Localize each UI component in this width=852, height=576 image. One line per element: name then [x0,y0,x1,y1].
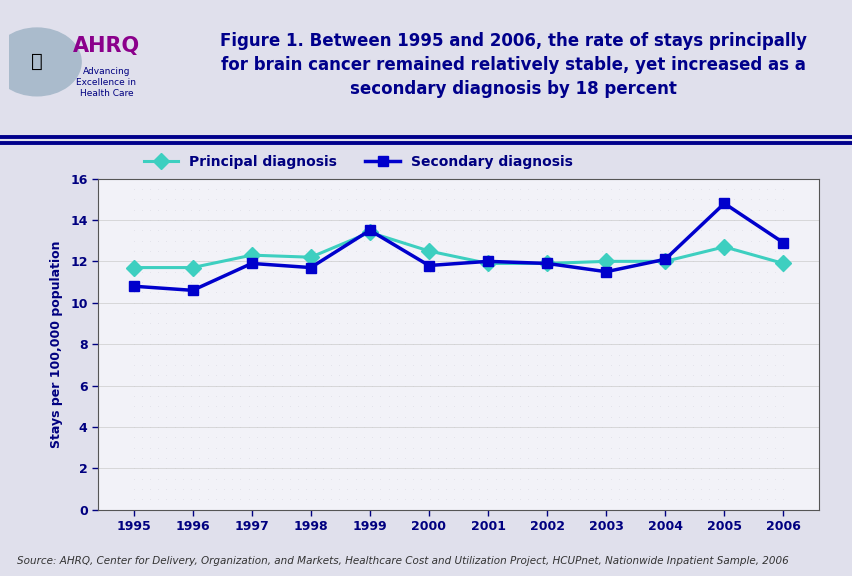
Y-axis label: Stays per 100,000 population: Stays per 100,000 population [50,240,63,448]
Text: Figure 1. Between 1995 and 2006, the rate of stays principally
for brain cancer : Figure 1. Between 1995 and 2006, the rat… [220,32,807,97]
Legend: Principal diagnosis, Secondary diagnosis: Principal diagnosis, Secondary diagnosis [138,150,578,175]
Text: Advancing
Excellence in
Health Care: Advancing Excellence in Health Care [77,67,136,98]
Text: Source: AHRQ, Center for Delivery, Organization, and Markets, Healthcare Cost an: Source: AHRQ, Center for Delivery, Organ… [17,556,788,566]
Circle shape [0,28,81,96]
Text: AHRQ: AHRQ [72,36,140,56]
Text: 🦅: 🦅 [31,52,43,71]
